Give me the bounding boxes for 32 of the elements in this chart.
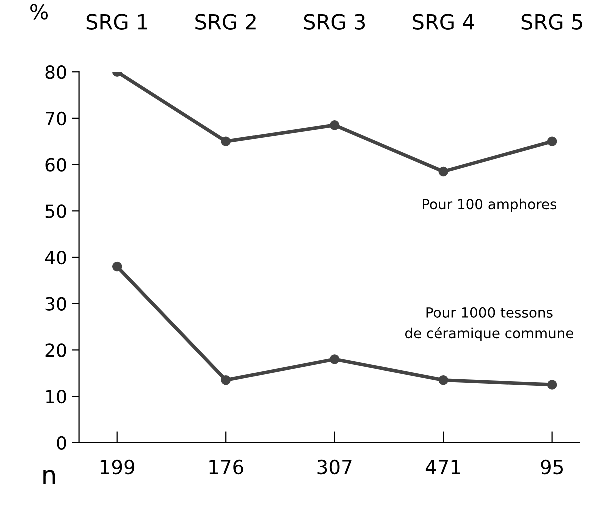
point <box>547 136 558 146</box>
text: SRG 5 <box>522 14 582 30</box>
point <box>438 375 448 386</box>
text: SRG 3 <box>304 14 366 30</box>
y-tick-label: 60 <box>46 158 66 172</box>
x-tick-label: 307 <box>318 460 352 475</box>
y-tick-label: 30 <box>46 297 66 311</box>
y-tick-label: 40 <box>45 250 66 265</box>
y-tick-label: 70 <box>46 112 66 126</box>
annotation: Pour 100 amphores <box>423 198 557 212</box>
text: SRG 2 <box>196 14 256 30</box>
annotation: Pour 1000 tessons de céramique commune <box>405 307 574 342</box>
x-tick-label: 95 <box>541 460 563 475</box>
x-tick-label: 176 <box>210 460 244 475</box>
text: SRG 1 <box>86 14 148 30</box>
y-tick-label: 10 <box>46 390 66 404</box>
y-tick-label: 0 <box>57 436 66 450</box>
y-tick-label: 50 <box>46 204 66 218</box>
point <box>221 375 231 386</box>
x-tick-label: 471 <box>426 460 460 474</box>
point <box>221 136 231 146</box>
y-tick-label: 20 <box>46 344 66 358</box>
x-axis-title: n <box>44 470 56 484</box>
point <box>330 120 340 130</box>
x-tick-label: 199 <box>100 460 135 475</box>
point <box>547 380 558 390</box>
point <box>330 354 340 364</box>
y-axis-title: % <box>30 4 48 20</box>
y-tick-label: 80 <box>46 66 66 80</box>
text: SRG 4 <box>413 14 474 30</box>
point <box>112 262 122 272</box>
point <box>438 166 448 177</box>
